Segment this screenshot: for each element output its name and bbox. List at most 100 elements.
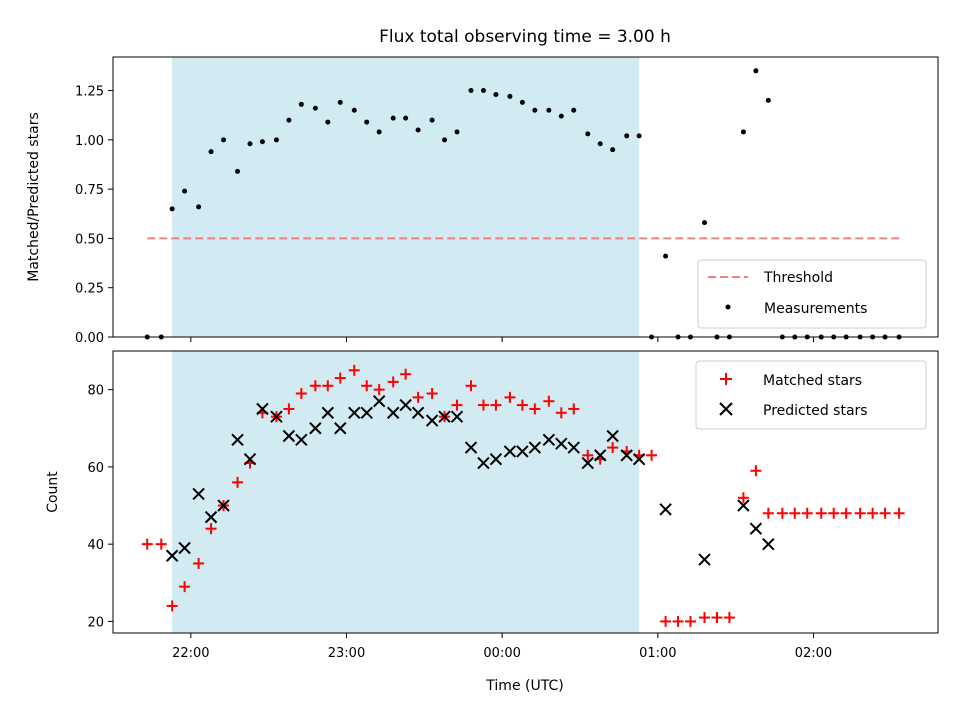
count-panel: 20 40 60 80 22:00 23:00 00:00 01:00 02:00 Count… (45, 350, 939, 694)
measurement-point (702, 220, 708, 226)
measurement-point (532, 107, 538, 113)
matched-point (361, 380, 373, 392)
matched-point (828, 507, 840, 519)
predicted-point (620, 449, 633, 462)
predicted-point (464, 441, 478, 454)
matched-point (672, 615, 684, 627)
measurement-point (235, 168, 241, 174)
measurement-point (182, 188, 188, 194)
matched-point (568, 403, 580, 415)
predicted-point (348, 406, 361, 420)
measurement-point (480, 88, 486, 94)
matched-point (762, 507, 774, 519)
measurement-point (507, 93, 513, 99)
measurement-point (765, 97, 771, 103)
predicted-point (334, 422, 347, 435)
matched-point (529, 403, 541, 415)
matched-point (412, 391, 424, 403)
predicted-point (555, 437, 568, 450)
legend-measurements-label: Measurements (764, 301, 867, 317)
measurement-point (376, 129, 382, 135)
measurement-point (415, 127, 421, 133)
ratio-x-ticks (190, 337, 814, 342)
matched-point (166, 600, 178, 612)
predicted-point (295, 433, 308, 447)
measurement-point (624, 133, 630, 139)
predicted-point (516, 445, 529, 458)
measurement-point (312, 105, 318, 111)
legend-threshold-label: Threshold (763, 270, 833, 286)
matched-point (801, 507, 813, 519)
legend-matched-label: Matched stars (763, 373, 862, 389)
matched-point (283, 403, 295, 415)
measurement-point (663, 253, 669, 259)
measurement-point (221, 137, 227, 143)
matched-stars-series (141, 364, 905, 627)
matched-point (232, 476, 244, 488)
measurement-point (597, 141, 603, 147)
ratio-y-label: Matched/Predicted stars (26, 112, 42, 282)
predicted-point (567, 441, 580, 454)
measurement-point (273, 137, 279, 143)
matched-point (815, 507, 827, 519)
predicted-point (737, 499, 750, 512)
matched-point (685, 615, 696, 627)
measurement-point (740, 129, 746, 135)
legend-measurements-swatch (725, 304, 731, 310)
ratio-legend-box (697, 259, 927, 329)
count-y-tick-label: 80 (87, 384, 104, 399)
matched-point (426, 387, 438, 399)
legend-predicted-swatch (719, 402, 733, 416)
matched-point (867, 507, 879, 519)
matched-point (387, 376, 399, 388)
ratio-y-tick-label: 0.75 (75, 183, 104, 198)
matched-point (893, 507, 905, 519)
measurement-point (753, 68, 759, 74)
ratio-plot-frame (112, 56, 939, 338)
predicted-point (477, 456, 490, 470)
ratio-y-tick-label: 1.00 (75, 134, 104, 149)
matched-point (205, 523, 217, 535)
measurement-point (468, 88, 474, 94)
measurement-point (519, 99, 525, 105)
count-y-axis: 20 40 60 80 (87, 384, 113, 630)
matched-point (750, 465, 762, 477)
ratio-y-tick-label: 0.50 (75, 232, 104, 247)
matched-point (607, 442, 619, 454)
predicted-point (450, 410, 464, 423)
x-tick-label: 23:00 (328, 646, 365, 661)
measurement-point (208, 149, 214, 155)
matched-point (334, 372, 346, 384)
measurement-point (546, 107, 552, 113)
count-y-tick-label: 20 (87, 615, 104, 630)
x-tick-label: 22:00 (172, 646, 209, 661)
matched-point (490, 399, 502, 411)
measurement-point (585, 131, 591, 137)
matched-point (400, 368, 412, 380)
matched-point (295, 387, 307, 399)
measurement-point (196, 204, 202, 210)
predicted-point (217, 499, 230, 512)
measurement-point (558, 113, 564, 119)
measurement-point (390, 115, 396, 121)
matched-point (141, 538, 153, 550)
legend-predicted-label: Predicted stars (763, 403, 868, 419)
measurement-point (247, 141, 253, 147)
predicted-point (632, 452, 646, 466)
measurement-point (403, 115, 409, 121)
measurement-point (454, 129, 460, 135)
chart-title: Flux total observing time = 3.00 h (379, 27, 671, 47)
predicted-point (762, 537, 775, 551)
matched-point (879, 507, 891, 519)
measurement-point (493, 91, 499, 97)
measurement-point (351, 107, 357, 113)
count-y-label: Count (45, 471, 61, 513)
matched-point (711, 612, 723, 624)
matched-point (348, 364, 360, 376)
measurement-point (636, 133, 642, 139)
ratio-y-tick-label: 1.25 (75, 85, 104, 100)
ratio-legend: Threshold Measurements (697, 259, 927, 329)
matched-point (699, 612, 711, 624)
predicted-point (528, 441, 542, 454)
x-tick-label: 00:00 (483, 646, 520, 661)
